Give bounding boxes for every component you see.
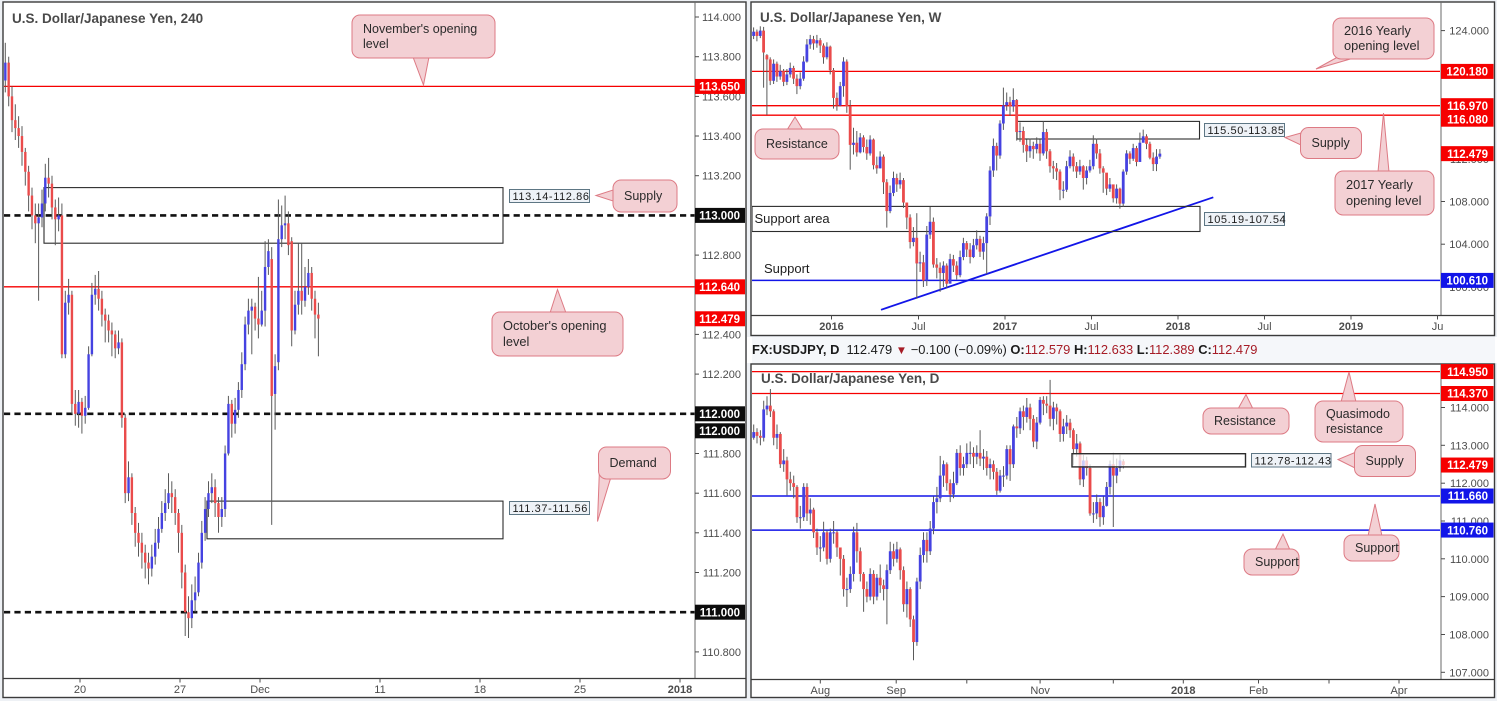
svg-text:111.37-111.56: 111.37-111.56 <box>513 503 589 515</box>
svg-text:resistance: resistance <box>1326 422 1383 436</box>
svg-text:Sep: Sep <box>886 685 906 697</box>
svg-text:2018: 2018 <box>668 684 692 696</box>
svg-text:100.610: 100.610 <box>1446 276 1488 288</box>
svg-text:Supply: Supply <box>1366 454 1405 468</box>
svg-text:112.200: 112.200 <box>702 369 741 381</box>
svg-text:113.200: 113.200 <box>702 171 741 183</box>
svg-text:112.000: 112.000 <box>699 426 740 438</box>
svg-text:Support: Support <box>764 261 810 276</box>
svg-text:Nov: Nov <box>1030 685 1050 697</box>
svg-text:112.479: 112.479 <box>1447 460 1488 472</box>
svg-text:Jul: Jul <box>1257 321 1271 333</box>
svg-text:level: level <box>363 37 389 51</box>
svg-text:Quasimodo: Quasimodo <box>1326 407 1390 421</box>
svg-text:2016 Yearly: 2016 Yearly <box>1344 23 1411 38</box>
svg-text:113.400: 113.400 <box>702 131 741 143</box>
svg-text:Jul: Jul <box>911 321 925 333</box>
svg-text:116.970: 116.970 <box>1447 101 1488 113</box>
svg-text:Resistance: Resistance <box>1214 414 1276 428</box>
svg-text:Supply: Supply <box>624 189 663 203</box>
svg-text:Feb: Feb <box>1249 685 1268 697</box>
svg-text:Support: Support <box>1255 555 1299 569</box>
svg-text:2016: 2016 <box>819 321 843 333</box>
svg-text:111.400: 111.400 <box>703 528 741 540</box>
svg-text:Support area: Support area <box>755 211 831 226</box>
svg-text:113.650: 113.650 <box>699 82 740 94</box>
svg-text:124.000: 124.000 <box>1449 26 1489 38</box>
svg-text:2017: 2017 <box>993 321 1017 333</box>
svg-text:U.S. Dollar/Japanese Yen, D: U.S. Dollar/Japanese Yen, D <box>761 371 940 386</box>
svg-text:Dec: Dec <box>250 684 270 696</box>
svg-text:112.000: 112.000 <box>699 409 740 421</box>
svg-text:113.600: 113.600 <box>702 91 741 103</box>
svg-text:112.000: 112.000 <box>1450 478 1489 490</box>
svg-text:level: level <box>503 334 529 349</box>
svg-text:107.000: 107.000 <box>1449 667 1489 679</box>
svg-text:U.S. Dollar/Japanese Yen, 240: U.S. Dollar/Japanese Yen, 240 <box>12 11 203 26</box>
svg-text:113.000: 113.000 <box>699 211 740 223</box>
svg-text:Aug: Aug <box>811 685 831 697</box>
svg-text:112.78-112.43: 112.78-112.43 <box>1255 456 1332 468</box>
svg-text:111.200: 111.200 <box>703 568 741 580</box>
svg-text:109.000: 109.000 <box>1449 592 1489 604</box>
svg-text:November's opening: November's opening <box>363 22 477 36</box>
svg-text:U.S. Dollar/Japanese Yen, W: U.S. Dollar/Japanese Yen, W <box>760 10 942 25</box>
svg-text:111.660: 111.660 <box>1448 491 1488 503</box>
svg-text:112.800: 112.800 <box>702 250 741 262</box>
svg-text:105.19-107.54: 105.19-107.54 <box>1208 214 1287 226</box>
svg-text:11: 11 <box>374 684 385 696</box>
svg-text:112.479: 112.479 <box>699 314 740 326</box>
svg-text:25: 25 <box>574 684 586 696</box>
svg-text:October's opening: October's opening <box>503 318 606 333</box>
svg-text:111.600: 111.600 <box>703 488 741 500</box>
svg-text:Demand: Demand <box>610 456 657 470</box>
svg-text:111.800: 111.800 <box>703 449 741 461</box>
svg-text:116.080: 116.080 <box>1447 114 1488 126</box>
svg-text:112.400: 112.400 <box>702 329 741 341</box>
svg-text:112.640: 112.640 <box>699 282 740 294</box>
svg-text:113.14-112.86: 113.14-112.86 <box>513 191 590 203</box>
svg-text:114.000: 114.000 <box>1450 403 1489 415</box>
svg-text:115.50-113.85: 115.50-113.85 <box>1208 125 1285 137</box>
svg-text:114.370: 114.370 <box>1447 389 1488 401</box>
svg-text:Resistance: Resistance <box>766 137 828 151</box>
svg-text:27: 27 <box>174 684 186 696</box>
svg-text:Jul: Jul <box>1084 321 1098 333</box>
svg-text:110.000: 110.000 <box>1450 554 1489 566</box>
svg-text:2017 Yearly: 2017 Yearly <box>1346 177 1413 192</box>
svg-text:110.760: 110.760 <box>1447 525 1488 537</box>
svg-text:2019: 2019 <box>1339 321 1363 333</box>
svg-text:111.000: 111.000 <box>700 607 740 619</box>
svg-text:104.000: 104.000 <box>1449 239 1489 251</box>
svg-text:Support: Support <box>1355 541 1399 555</box>
svg-text:2018: 2018 <box>1166 321 1190 333</box>
svg-text:Supply: Supply <box>1312 136 1351 150</box>
svg-text:114.950: 114.950 <box>1447 367 1488 379</box>
svg-text:113.800: 113.800 <box>702 52 741 64</box>
svg-text:2018: 2018 <box>1171 685 1195 697</box>
svg-text:110.800: 110.800 <box>702 647 741 659</box>
svg-text:113.000: 113.000 <box>1450 440 1489 452</box>
svg-text:18: 18 <box>474 684 486 696</box>
svg-text:114.000: 114.000 <box>702 12 741 24</box>
svg-text:108.000: 108.000 <box>1449 630 1489 642</box>
svg-text:112.479: 112.479 <box>1447 149 1488 161</box>
svg-text:20: 20 <box>74 684 86 696</box>
svg-text:opening level: opening level <box>1344 38 1419 53</box>
svg-text:opening level: opening level <box>1346 193 1421 208</box>
svg-text:108.000: 108.000 <box>1449 197 1489 209</box>
svg-text:120.180: 120.180 <box>1446 67 1488 79</box>
svg-text:Apr: Apr <box>1390 685 1407 697</box>
svg-text:Ju: Ju <box>1432 321 1444 333</box>
